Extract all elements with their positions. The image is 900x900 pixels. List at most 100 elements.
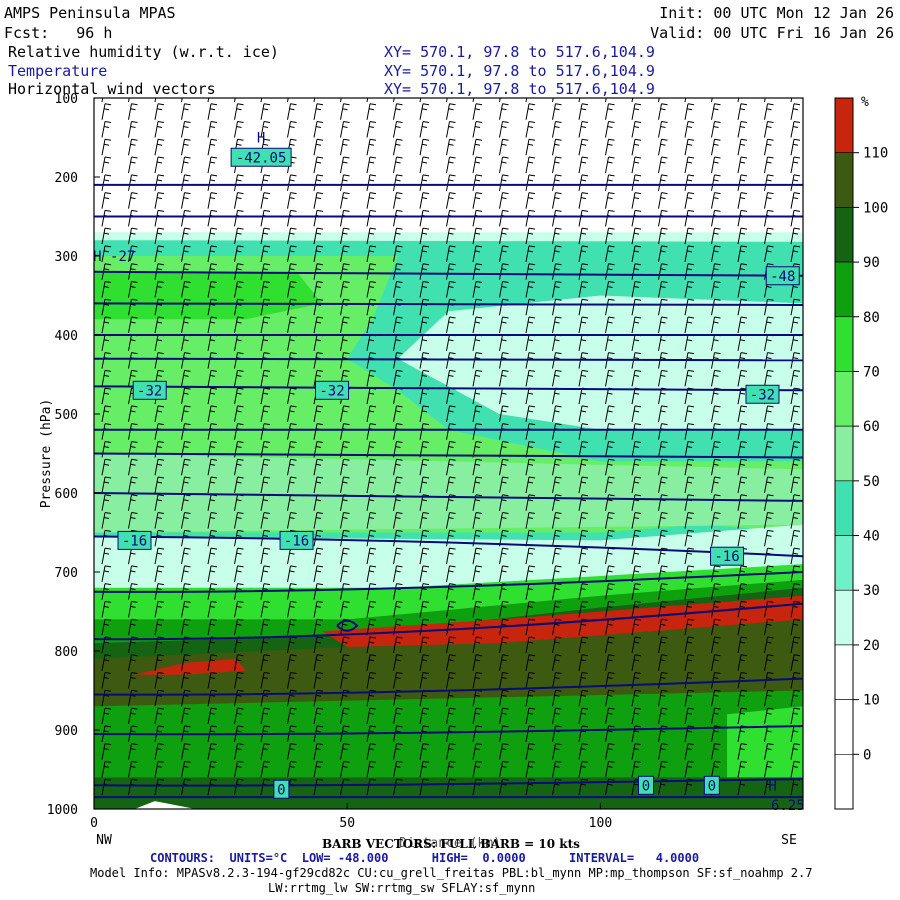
wind-barb <box>419 98 422 103</box>
wind-barb <box>552 245 562 263</box>
wind-barb <box>737 565 748 582</box>
wind-barb <box>764 440 774 458</box>
svg-text:-32: -32 <box>750 387 775 403</box>
wind-barb <box>684 458 695 476</box>
wind-barb <box>366 138 377 156</box>
wind-barb <box>472 174 483 191</box>
wind-barb <box>419 405 430 422</box>
wind-barb <box>737 263 748 280</box>
wind-barb <box>393 316 403 334</box>
y-tick-label: 400 <box>55 329 78 344</box>
wind-barb <box>154 672 165 689</box>
wind-barb <box>578 121 589 138</box>
wind-barb <box>472 316 483 334</box>
temperature-contour-line <box>94 428 803 432</box>
temperature-contour-line <box>94 302 803 306</box>
wind-barb <box>605 316 615 334</box>
wind-barb <box>128 280 138 298</box>
x-tick-label: 0 <box>90 816 98 831</box>
wind-barb <box>711 636 721 654</box>
wind-barb <box>578 263 589 280</box>
wind-barb <box>499 760 509 778</box>
wind-barb <box>525 369 536 387</box>
wind-barb <box>234 654 244 671</box>
wind-barb <box>525 138 536 156</box>
colorbar-frame <box>834 97 854 810</box>
wind-barb <box>313 672 324 689</box>
wind-barb <box>154 512 165 529</box>
wind-barb <box>207 672 218 689</box>
wind-barb <box>393 121 403 138</box>
svg-text:0: 0 <box>277 782 285 798</box>
contour-label: H <box>257 131 265 147</box>
wind-barb <box>552 689 562 707</box>
wind-barb <box>313 760 324 778</box>
plot-frame <box>93 97 804 810</box>
wind-barb <box>419 316 430 334</box>
wind-barb <box>287 227 297 245</box>
wind-barb <box>101 547 112 565</box>
wind-barb <box>525 280 536 298</box>
wind-barb <box>207 156 218 174</box>
wind-barb <box>631 636 642 654</box>
wind-barb <box>684 405 695 422</box>
wind-barb <box>234 476 244 494</box>
wind-barb <box>128 138 138 156</box>
wind-barb <box>499 600 509 618</box>
wind-barb <box>340 600 350 618</box>
svg-text:-32: -32 <box>137 383 162 399</box>
wind-barb <box>260 512 271 529</box>
wind-barb <box>631 743 642 760</box>
wind-barb <box>790 707 801 725</box>
wind-barb <box>287 280 297 298</box>
colorbar-label: 40 <box>863 529 880 545</box>
temperature-contour-labels: H -42.05 H -27 -48 -32 -32 -32 -16 -16 -16 0 0 0 H 6.2… <box>93 131 804 815</box>
wind-barb <box>393 565 403 582</box>
wind-barb <box>101 245 112 263</box>
wind-barb <box>287 263 297 280</box>
x-tick-label: 50 <box>339 816 355 831</box>
wind-barb <box>472 565 483 582</box>
wind-barb <box>287 369 297 387</box>
wind-barb <box>525 600 536 618</box>
wind-barb <box>419 156 430 174</box>
wind-barb <box>313 121 324 138</box>
wind-barb <box>419 529 430 547</box>
wind-barb <box>419 280 430 298</box>
wind-barb <box>684 156 695 174</box>
temperature-contour-line <box>94 796 803 799</box>
wind-barb <box>737 618 748 636</box>
wind-barb <box>207 458 218 476</box>
wind-barb <box>764 636 774 654</box>
wind-barb <box>181 138 191 156</box>
wind-barb <box>313 405 324 422</box>
wind-barb <box>658 707 668 725</box>
wind-barb <box>181 654 191 671</box>
wind-barb <box>472 547 483 565</box>
wind-barb <box>154 98 157 103</box>
wind-barb <box>552 227 562 245</box>
wind-barb <box>684 743 695 760</box>
wind-barb <box>525 743 536 760</box>
wind-barb <box>340 405 350 422</box>
wind-barb <box>764 405 774 422</box>
field-xy-wind: XY= 570.1, 97.8 to 517.6,104.9 <box>384 80 655 98</box>
wind-barb <box>419 636 430 654</box>
wind-barb <box>658 174 668 191</box>
wind-barb <box>552 743 562 760</box>
wind-barb <box>101 369 112 387</box>
temperature-contour-loop <box>336 619 359 632</box>
wind-barb <box>711 263 721 280</box>
wind-barb <box>207 192 218 209</box>
wind-barb <box>737 192 748 209</box>
wind-barb <box>287 600 297 618</box>
wind-barb <box>181 458 191 476</box>
wind-barb <box>313 600 324 618</box>
wind-barb <box>366 156 377 174</box>
wind-barb <box>234 316 244 334</box>
wind-barb <box>472 600 483 618</box>
wind-barb <box>128 565 138 582</box>
wind-barb <box>472 458 483 476</box>
wind-barb <box>764 369 774 387</box>
wind-barb <box>419 369 430 387</box>
